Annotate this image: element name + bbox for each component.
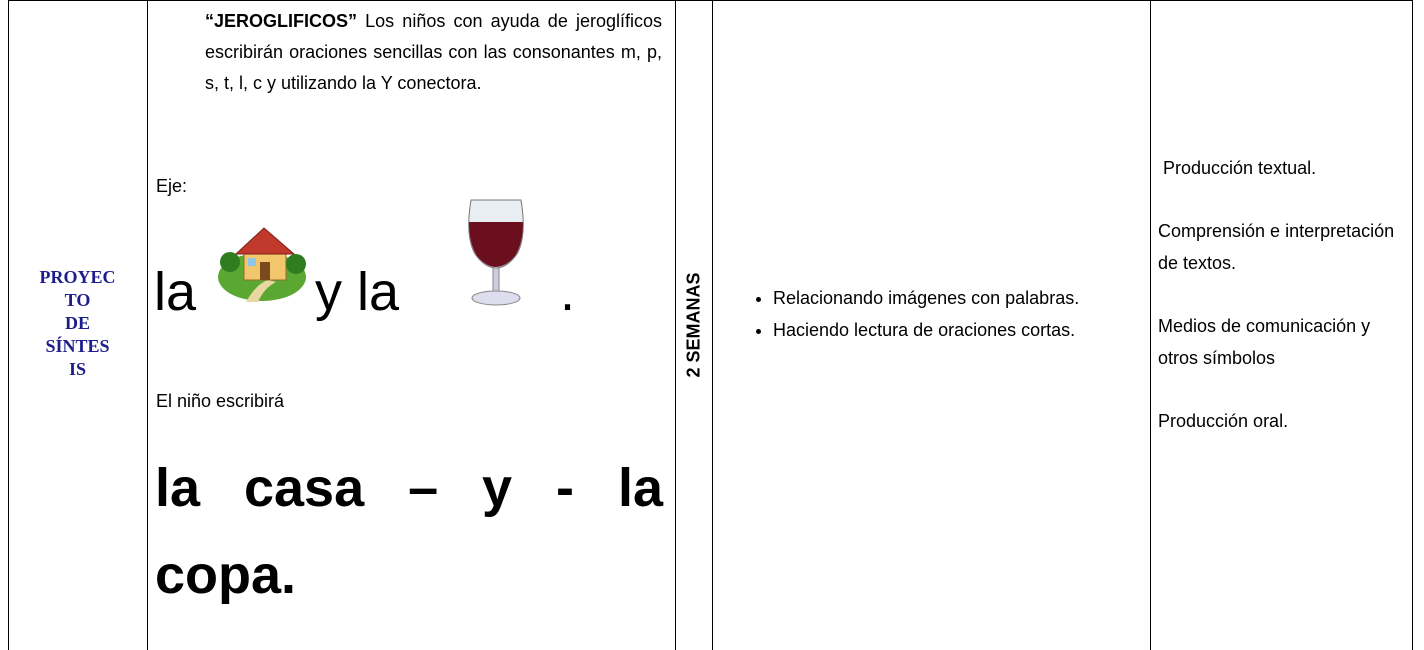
duration: 2 SEMANAS [683, 272, 704, 378]
rebus-end: . [560, 262, 576, 322]
strategy: Relacionando imágenes con palabras. [773, 282, 1153, 314]
example-label: Eje: [156, 176, 188, 196]
house-icon [218, 227, 306, 302]
table-border [8, 0, 9, 650]
strategies-list: Relacionando imágenes con palabras. Haci… [730, 282, 1153, 346]
skill: Producción textual. [1158, 158, 1317, 178]
skill: Medios de comunicación y otros símbolos [1158, 316, 1371, 368]
activity-text: Los niños con ayuda de jeroglíficos escr… [205, 11, 662, 93]
skills-cell: Producción textual. Comprensión e interp… [1158, 152, 1403, 468]
table-border [8, 0, 1413, 1]
table-border [1412, 0, 1413, 650]
project-line: DE [64, 313, 90, 333]
result-label: El niño escribirá [156, 391, 285, 411]
activity-title: “JEROGLIFICOS” [205, 11, 358, 31]
wine-glass-icon [468, 199, 524, 306]
project-line: PROYEC [39, 267, 116, 287]
rebus-word: y la [315, 262, 400, 322]
project-line: IS [68, 359, 86, 379]
skill: Producción oral. [1158, 411, 1289, 431]
table-border [147, 0, 148, 650]
project-cell: PROYEC TO DE SÍNTES IS [8, 266, 147, 381]
project-line: TO [64, 290, 91, 310]
table-border [1150, 0, 1151, 650]
strategy: Haciendo lectura de oraciones cortas. [773, 314, 1153, 346]
result-sentence: la casa – y - la copa. [155, 458, 663, 605]
skill: Comprensión e interpretación de textos. [1158, 221, 1395, 273]
rebus-word: la [154, 262, 197, 322]
table-border [675, 0, 676, 650]
activity-description: “JEROGLIFICOS” Los niños con ayuda de je… [205, 6, 662, 99]
table-border [712, 0, 713, 650]
project-line: SÍNTES [45, 336, 110, 356]
